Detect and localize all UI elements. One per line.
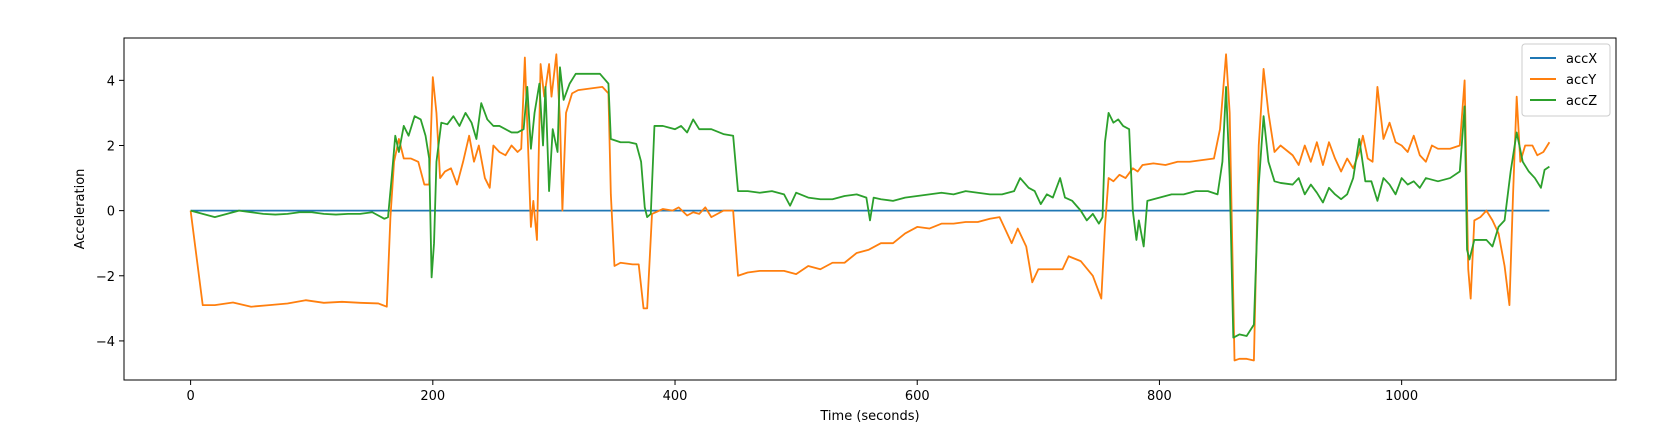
x-tick-label: 600 <box>905 389 930 404</box>
legend-box <box>1521 43 1611 117</box>
x-tick-label: 200 <box>420 389 445 404</box>
x-axis-label: Time (seconds) <box>819 409 919 424</box>
y-tick-label: 4 <box>107 74 115 89</box>
y-tick-label: −4 <box>96 335 115 350</box>
series-line-accZ <box>190 66 1550 339</box>
series-line-accY <box>189 53 1551 362</box>
legend-label-accY: accY <box>1566 73 1596 88</box>
x-tick-label: 800 <box>1147 389 1172 404</box>
legend-label-accX: accX <box>1566 52 1597 67</box>
x-tick-label: 1000 <box>1385 389 1418 404</box>
x-tick-label: 400 <box>663 389 688 404</box>
legend: accX accY accZ <box>1521 43 1611 117</box>
y-tick-label: 2 <box>107 139 115 154</box>
plot-area <box>189 53 1551 362</box>
x-tick-label: 0 <box>186 389 194 404</box>
y-tick-label: 0 <box>107 205 115 220</box>
y-tick-label: −2 <box>96 270 115 285</box>
axes: 0 200 400 600 800 1000 −4 −2 0 2 4 <box>96 37 1617 404</box>
y-axis-label: Acceleration <box>73 169 88 250</box>
legend-label-accZ: accZ <box>1566 94 1597 109</box>
plot-frame <box>123 37 1617 381</box>
